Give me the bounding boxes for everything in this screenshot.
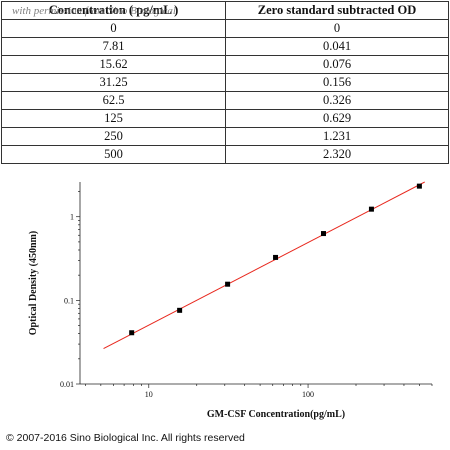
y-axis-title: Optical Density (450nm) <box>28 231 39 335</box>
data-point <box>416 183 422 189</box>
table-row: 15.62 0.076 <box>1 55 449 74</box>
axis-tick-labels: 10 100 0.01 0.1 1 <box>60 213 314 399</box>
data-points <box>129 183 422 336</box>
table-cell-concentration: 62.5 <box>1 91 226 110</box>
copyright-notice: © 2007-2016 Sino Biological Inc. All rig… <box>6 432 245 444</box>
x-tick-label: 100 <box>302 390 314 399</box>
data-point <box>320 231 326 237</box>
y-tick-label: 1 <box>70 213 74 222</box>
table-cell-od: 0.041 <box>225 37 449 56</box>
data-point <box>273 254 279 260</box>
table-row: 500 2.320 <box>1 145 449 164</box>
table-row: 125 0.629 <box>1 109 449 128</box>
table-row: 0 0 <box>1 19 449 38</box>
table-cell-od: 0 <box>225 19 449 38</box>
table-cell-od: 0.326 <box>225 91 449 110</box>
table-cell-concentration: 15.62 <box>1 55 226 74</box>
column-header-od: Zero standard subtracted OD <box>225 1 449 20</box>
standard-curve-table: Concentration ( pg/mL ) with permission … <box>1 1 449 164</box>
table-header-row: Concentration ( pg/mL ) with permission … <box>1 1 449 20</box>
table-cell-od: 0.156 <box>225 73 449 92</box>
standard-curve-chart: 10 100 0.01 0.1 1 GM-CSF Concentration(pg/mL… <box>28 181 433 420</box>
table-cell-od: 0.629 <box>225 109 449 128</box>
table-cell-concentration: 7.81 <box>1 37 226 56</box>
table-row: 7.81 0.041 <box>1 37 449 56</box>
table-cell-concentration: 31.25 <box>1 73 226 92</box>
table-cell-concentration: 250 <box>1 127 226 146</box>
x-tick-label: 10 <box>145 390 153 399</box>
fit-line <box>103 181 425 350</box>
data-point <box>129 330 135 336</box>
table-cell-od: 2.320 <box>225 145 449 164</box>
table-cell-concentration: 125 <box>1 109 226 128</box>
x-axis-title: GM-CSF Concentration(pg/mL) <box>207 409 345 420</box>
data-point <box>177 307 183 313</box>
data-point <box>368 206 374 212</box>
table-cell-od: 1.231 <box>225 127 449 146</box>
column-header-concentration-label: Concentration ( pg/mL ) <box>48 3 179 17</box>
table-cell-od: 0.076 <box>225 55 449 74</box>
table-row: 250 1.231 <box>1 127 449 146</box>
column-header-concentration: Concentration ( pg/mL ) with permission … <box>1 1 226 20</box>
watermark-text: with permission from Sino Biological <box>12 5 176 17</box>
data-point <box>225 281 231 287</box>
y-tick-label: 0.01 <box>60 380 74 389</box>
table-row: 62.5 0.326 <box>1 91 449 110</box>
table-cell-concentration: 500 <box>1 145 226 164</box>
axis-ticks <box>76 191 433 388</box>
table-row: 31.25 0.156 <box>1 73 449 92</box>
table-cell-concentration: 0 <box>1 19 226 38</box>
y-tick-label: 0.1 <box>64 296 74 305</box>
